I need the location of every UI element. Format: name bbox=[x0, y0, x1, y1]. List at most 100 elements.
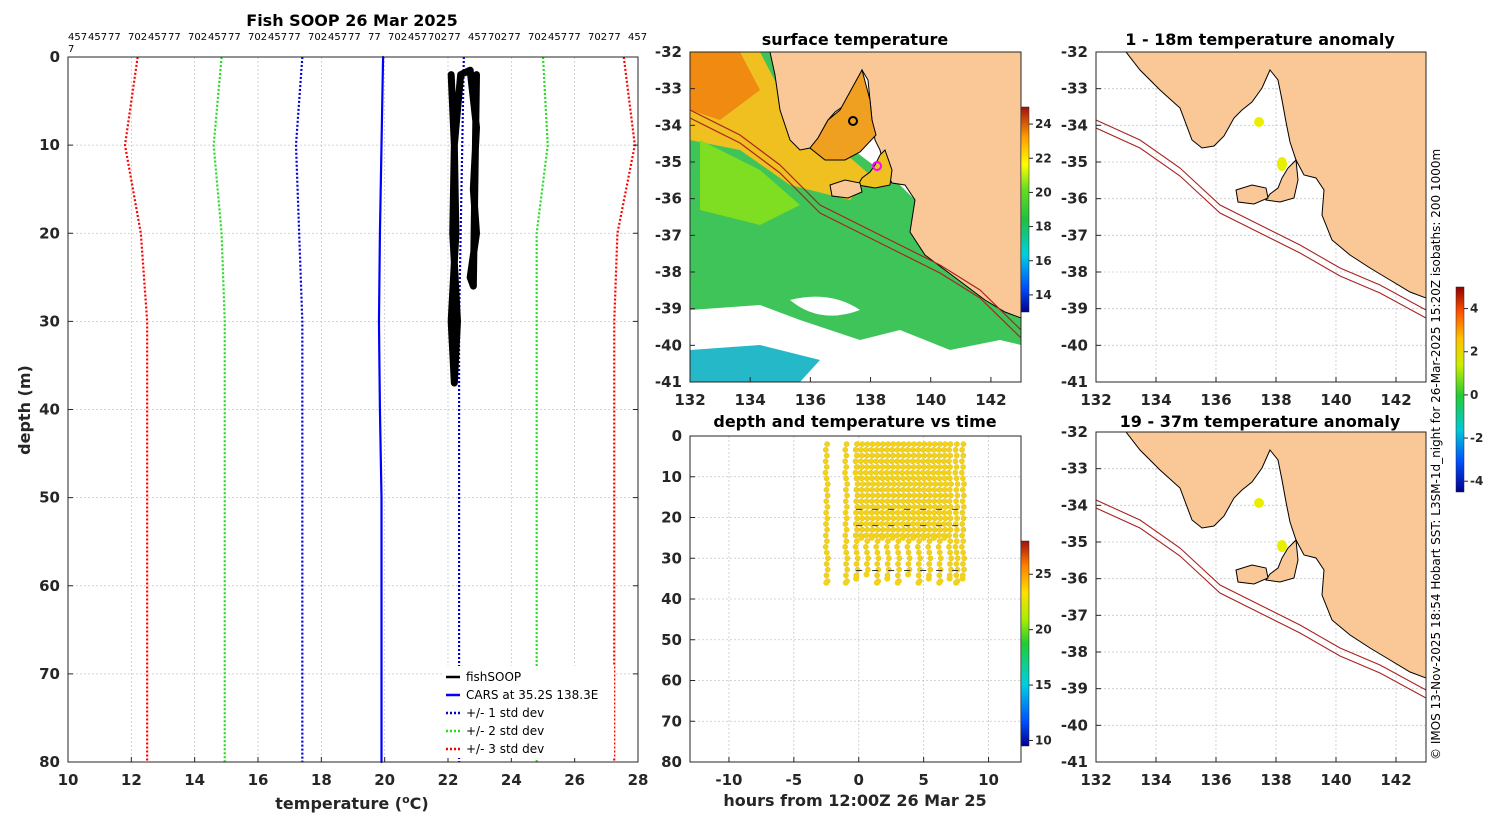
time-dot bbox=[865, 566, 871, 573]
time-dot bbox=[842, 521, 849, 527]
time-dot bbox=[946, 509, 953, 516]
profile-xtick-label: 10 bbox=[58, 771, 79, 789]
time-dot bbox=[895, 538, 902, 544]
time-dot bbox=[954, 515, 960, 522]
map-xtick-label: 134 bbox=[1140, 391, 1171, 409]
time-dot bbox=[858, 486, 865, 493]
map-ytick-label: -36 bbox=[1061, 190, 1088, 208]
sst-map-ticks: 132 134 136 138 140 142 -32 -33 -34 -35 -36 -37 -38 -… bbox=[655, 43, 1007, 409]
time-dot bbox=[940, 469, 947, 476]
time-dot bbox=[895, 549, 901, 556]
time-dot bbox=[906, 526, 912, 533]
time-dot bbox=[853, 538, 860, 544]
time-dot bbox=[917, 481, 923, 487]
time-dot-bottom bbox=[931, 534, 938, 541]
time-dot-bottom bbox=[879, 534, 886, 541]
time-dot bbox=[959, 498, 966, 505]
time-dot bbox=[925, 509, 932, 516]
time-dot bbox=[854, 526, 860, 533]
profile-series bbox=[123, 55, 636, 764]
time-dot bbox=[936, 498, 943, 505]
anom-shallow-land bbox=[1125, 52, 1426, 299]
time-dot bbox=[873, 544, 880, 550]
time-dot bbox=[842, 498, 849, 505]
time-panel: depth and temperature vs time -10 -5 0 5 10 0… bbox=[661, 412, 1052, 810]
time-dot bbox=[915, 447, 921, 453]
time-dot bbox=[844, 555, 851, 562]
time-dot bbox=[900, 498, 906, 505]
profile-top-id: 702 bbox=[248, 32, 267, 43]
time-dot bbox=[895, 486, 901, 493]
profile-panel: Fish SOOP 26 Mar 2025 457 457 77 702 457 77 70… bbox=[15, 11, 648, 813]
time-dot bbox=[906, 515, 912, 522]
time-dot bbox=[937, 481, 944, 487]
colorbar-tick-label: 20 bbox=[1035, 185, 1052, 199]
time-dot bbox=[879, 464, 886, 470]
anom-shallow-point-a bbox=[1254, 117, 1264, 127]
time-dot bbox=[843, 486, 849, 493]
time-dot bbox=[948, 492, 954, 499]
profile-line--2-std-dev bbox=[212, 56, 226, 762]
time-dot bbox=[869, 475, 875, 482]
time-dot bbox=[824, 515, 831, 522]
time-xtick-label: -5 bbox=[786, 771, 803, 789]
time-dot bbox=[854, 515, 860, 522]
map-ytick-label: -40 bbox=[1061, 716, 1088, 734]
time-dot bbox=[864, 504, 871, 510]
time-dot-bottom bbox=[884, 575, 891, 582]
legend-label-2std: +/- 2 std dev bbox=[466, 724, 544, 738]
map-xtick-label: 134 bbox=[735, 391, 766, 409]
time-dot bbox=[842, 458, 848, 465]
time-dot bbox=[922, 492, 928, 499]
time-dot bbox=[870, 504, 876, 510]
time-dot bbox=[864, 475, 870, 482]
time-dot-bottom bbox=[915, 579, 922, 586]
time-dot bbox=[915, 509, 922, 516]
time-dot bbox=[947, 441, 954, 447]
time-dot bbox=[823, 572, 830, 579]
map-ytick-label: -37 bbox=[655, 226, 682, 244]
time-dot bbox=[926, 498, 932, 505]
time-dot-bottom bbox=[863, 571, 870, 578]
profile-top-id: 457 bbox=[408, 32, 427, 43]
time-dot bbox=[843, 475, 849, 482]
time-dot bbox=[880, 526, 886, 533]
time-dot bbox=[885, 538, 891, 544]
time-dot bbox=[953, 572, 960, 579]
time-dot bbox=[894, 521, 901, 527]
time-dot bbox=[906, 555, 913, 562]
time-dot bbox=[875, 504, 881, 510]
time-dot bbox=[916, 441, 923, 447]
profile-ticks: 10 12 14 16 18 20 22 24 26 28 0 10 20 30 40 50 60 70 80 bbox=[39, 48, 648, 789]
time-dot bbox=[874, 538, 881, 544]
profile-ytick-label: 20 bbox=[39, 224, 60, 242]
time-dot bbox=[910, 475, 917, 482]
time-dot bbox=[943, 481, 949, 487]
time-dot bbox=[926, 538, 933, 544]
anom-shallow-box bbox=[1095, 51, 1427, 383]
time-dot bbox=[911, 492, 918, 499]
time-dot bbox=[858, 475, 865, 482]
time-dot bbox=[878, 447, 885, 453]
time-dot bbox=[911, 441, 917, 447]
time-dot-bottom bbox=[905, 571, 912, 578]
time-dot bbox=[896, 481, 902, 487]
time-dot bbox=[942, 452, 948, 459]
time-dot bbox=[921, 515, 928, 522]
time-dot bbox=[865, 481, 871, 487]
profile-xtick-label: 26 bbox=[564, 771, 585, 789]
time-dot bbox=[905, 464, 912, 470]
profile-ytick-label: 40 bbox=[39, 401, 60, 419]
time-dot bbox=[853, 549, 860, 556]
time-dot bbox=[917, 566, 923, 573]
map-xtick-label: 140 bbox=[915, 391, 946, 409]
profile-ytick-label: 60 bbox=[39, 577, 60, 595]
time-dot bbox=[920, 447, 926, 453]
time-dot bbox=[952, 458, 959, 465]
time-dot bbox=[961, 555, 967, 562]
sst-map-area bbox=[690, 52, 1021, 382]
time-ticks: -10 -5 0 5 10 0 10 20 30 40 50 60 70 80 bbox=[661, 427, 999, 789]
time-dot bbox=[890, 492, 897, 499]
time-dot bbox=[901, 492, 907, 499]
profile-top-id: 702 bbox=[308, 32, 327, 43]
